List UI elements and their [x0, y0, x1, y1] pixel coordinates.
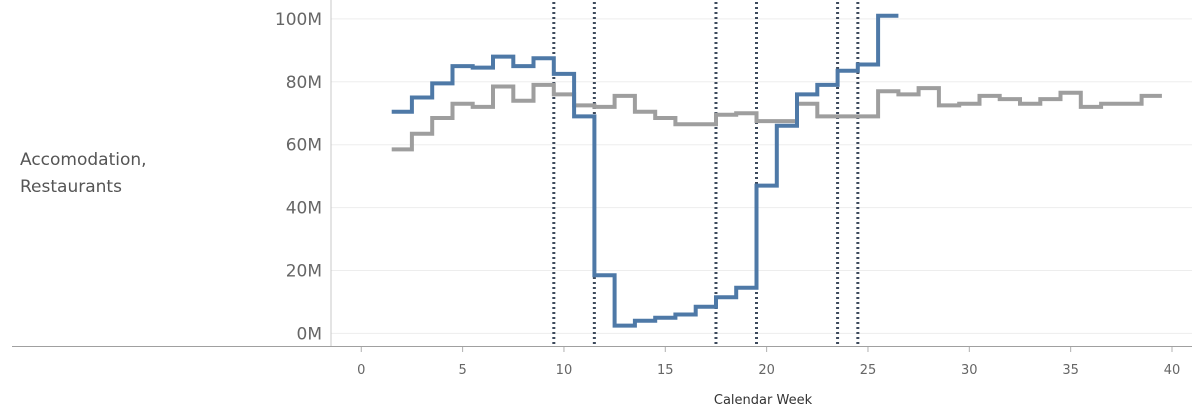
- x-tick-label: 30: [961, 363, 978, 378]
- x-tick-label: 25: [860, 363, 877, 378]
- gridlines: [331, 18, 1192, 334]
- row-header-label: Accomodation, Restaurants: [20, 147, 220, 201]
- x-axis-ticks: 0 5 10 15 20 25 30 35 40: [357, 347, 1180, 378]
- x-tick-label: 20: [758, 363, 775, 378]
- x-axis-title: Calendar Week: [713, 393, 813, 408]
- reference-lines: [552, 2, 860, 346]
- y-tick-label: 60M: [286, 136, 322, 156]
- x-tick-label: 0: [357, 363, 365, 378]
- x-tick-label: 40: [1164, 363, 1181, 378]
- x-tick-label: 10: [556, 363, 573, 378]
- y-tick-label: 80M: [286, 73, 322, 93]
- x-tick-label: 35: [1062, 363, 1079, 378]
- y-tick-label: 100M: [275, 10, 322, 30]
- y-tick-label: 0M: [297, 324, 322, 344]
- series-group: [391, 13, 1162, 328]
- row-header-line-2: Restaurants: [20, 177, 122, 197]
- y-tick-label: 40M: [286, 199, 322, 219]
- y-tick-label: 20M: [286, 262, 322, 282]
- y-axis-ticks: 0M 20M 40M 60M 80M 100M: [275, 10, 322, 345]
- series-line-1: [391, 82, 1162, 152]
- row-header-line-1: Accomodation,: [20, 150, 147, 170]
- series-line-2: [391, 13, 899, 328]
- x-tick-label: 15: [657, 363, 674, 378]
- x-tick-label: 5: [458, 363, 466, 378]
- axes: [12, 0, 1192, 347]
